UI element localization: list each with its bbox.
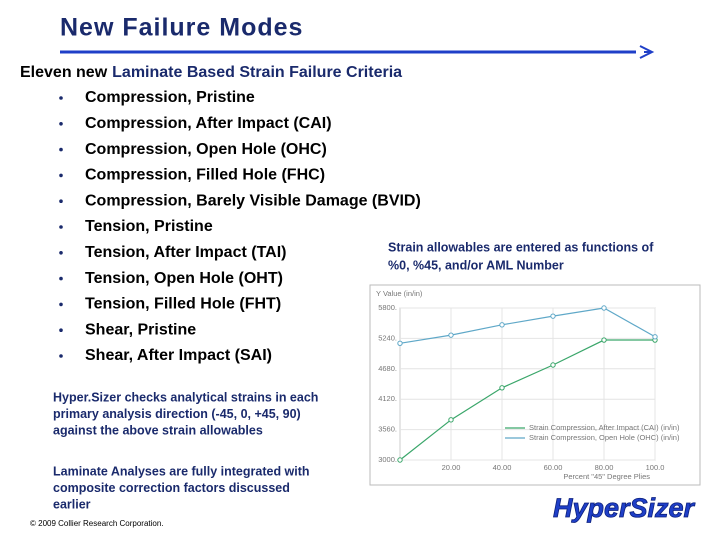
- series-line: [399, 307, 656, 344]
- paragraph-line: against the above strain allowables: [53, 423, 263, 437]
- series-line: [399, 339, 655, 461]
- chart: Y Value (in/in) 3000. 3560. 4120. 4680. 5240.…: [376, 289, 680, 481]
- paragraph-line: earlier: [53, 497, 91, 511]
- plane-icon: [639, 45, 655, 59]
- data-point: [499, 322, 505, 328]
- plot-area: [399, 307, 656, 461]
- bullet-text: Tension, After Impact (TAI): [85, 244, 286, 261]
- bullet-list: Compression, Pristine Compression, After …: [59, 89, 421, 364]
- bullet-dot: [59, 354, 63, 358]
- bullet-dot: [59, 96, 63, 100]
- logo: HyperSizer: [553, 493, 696, 523]
- data-point: [397, 457, 403, 463]
- bullet-dot: [59, 199, 63, 203]
- bullet-dot: [59, 122, 63, 126]
- data-point: [448, 332, 454, 338]
- bullet-dot: [59, 173, 63, 178]
- bullet-text: Compression, Open Hole (OHC): [85, 141, 327, 158]
- y-tick-label: 5240.: [378, 333, 397, 342]
- bullet-text: Tension, Pristine: [85, 218, 213, 235]
- footer: © 2009 Collier Research Corporation.: [30, 519, 164, 528]
- bullet-text: Compression, Barely Visible Damage (BVID…: [85, 192, 421, 209]
- y-tick-label: 5800.: [378, 303, 397, 312]
- slide-title: New Failure Modes: [60, 14, 303, 42]
- data-point: [448, 417, 454, 423]
- x-tick-label: 40.00: [493, 463, 512, 472]
- x-tick-label: 80.00: [595, 463, 614, 472]
- paragraph-line: Hyper.Sizer checks analytical strains in…: [53, 390, 318, 404]
- bullet-text: Compression, Filled Hole (FHC): [85, 167, 325, 184]
- bullet-dot: [59, 302, 63, 307]
- paragraphs: Hyper.Sizer checks analytical strains in…: [53, 390, 318, 511]
- y-tick-label: 4120.: [378, 394, 397, 403]
- x-tick-label: 20.00: [442, 463, 461, 472]
- data-point: [550, 362, 556, 368]
- data-point: [601, 305, 607, 311]
- bullet-text: Compression, After Impact (CAI): [85, 115, 332, 132]
- paragraph-line: primary analysis direction (-45, 0, +45,…: [53, 407, 301, 421]
- bullet-text: Shear, Pristine: [85, 321, 196, 338]
- bullet-dot: [59, 251, 63, 255]
- bullet-dot: [59, 225, 63, 229]
- data-point: [499, 385, 505, 391]
- intro-highlight: Laminate Based Strain Failure Criteria: [112, 64, 402, 81]
- paragraph-line: Laminate Analyses are fully integrated w…: [53, 464, 310, 478]
- x-tick-label: 60.00: [544, 463, 563, 472]
- bullet-text: Tension, Filled Hole (FHT): [85, 296, 281, 313]
- bullet-text: Shear, After Impact (SAI): [85, 347, 272, 364]
- intro-plain: Eleven new: [20, 64, 108, 81]
- note-line: %0, %45, and/or AML Number: [388, 258, 564, 272]
- bullet-dot: [59, 276, 63, 281]
- data-point: [397, 340, 403, 346]
- legend-label: Strain Compression, Open Hole (OHC) (in/…: [529, 433, 680, 442]
- intro: Eleven new Laminate Based Strain Failure …: [20, 64, 402, 81]
- paragraph-line: composite correction factors discussed: [53, 481, 290, 495]
- y-tick-label: 3560.: [378, 425, 397, 434]
- bullet-text: Tension, Open Hole (OHT): [85, 270, 283, 287]
- bullet-text: Compression, Pristine: [85, 89, 255, 106]
- bullet-dot: [59, 147, 63, 152]
- x-tick-label: 100.0: [646, 463, 665, 472]
- data-point: [652, 334, 658, 340]
- data-point: [601, 337, 607, 343]
- data-point: [550, 313, 556, 319]
- y-tick-label: 4680.: [378, 364, 397, 373]
- y-axis-label: Y Value (in/in): [376, 289, 423, 298]
- legend-label: Strain Compression, After Impact (CAI) (…: [529, 423, 680, 432]
- y-tick-label: 3000.: [378, 455, 397, 464]
- bullet-dot: [59, 328, 63, 333]
- note-line: Strain allowables are entered as functio…: [388, 240, 654, 254]
- x-axis-label: Percent "45" Degree Plies: [563, 472, 650, 481]
